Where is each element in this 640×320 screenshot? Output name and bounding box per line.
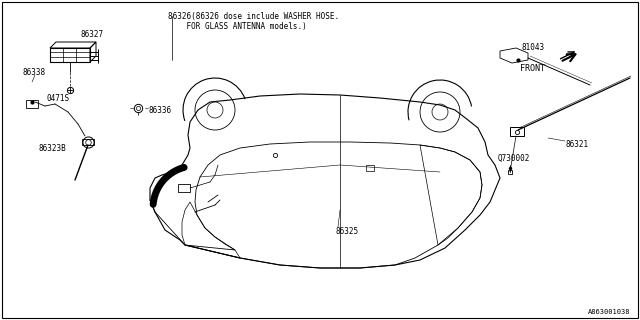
Text: FRONT: FRONT (520, 63, 545, 73)
Text: 86336: 86336 (148, 106, 171, 115)
Text: Q730002: Q730002 (498, 154, 531, 163)
Text: 86326(86326 dose include WASHER HOSE.: 86326(86326 dose include WASHER HOSE. (168, 12, 339, 20)
Text: A863001038: A863001038 (588, 309, 630, 315)
Bar (82, 139, 94, 145)
Bar (510, 127, 524, 136)
Bar (366, 165, 374, 171)
Text: 86325: 86325 (335, 228, 358, 236)
Bar (178, 184, 190, 192)
Text: FOR GLASS ANTENNA models.): FOR GLASS ANTENNA models.) (168, 21, 307, 30)
Text: 86323B: 86323B (38, 143, 66, 153)
Text: 81043: 81043 (522, 43, 545, 52)
Text: 0471S: 0471S (46, 93, 69, 102)
Bar (26, 100, 38, 108)
Text: 86327: 86327 (80, 29, 103, 38)
Text: 86338: 86338 (22, 68, 45, 76)
Text: 86321: 86321 (566, 140, 589, 148)
